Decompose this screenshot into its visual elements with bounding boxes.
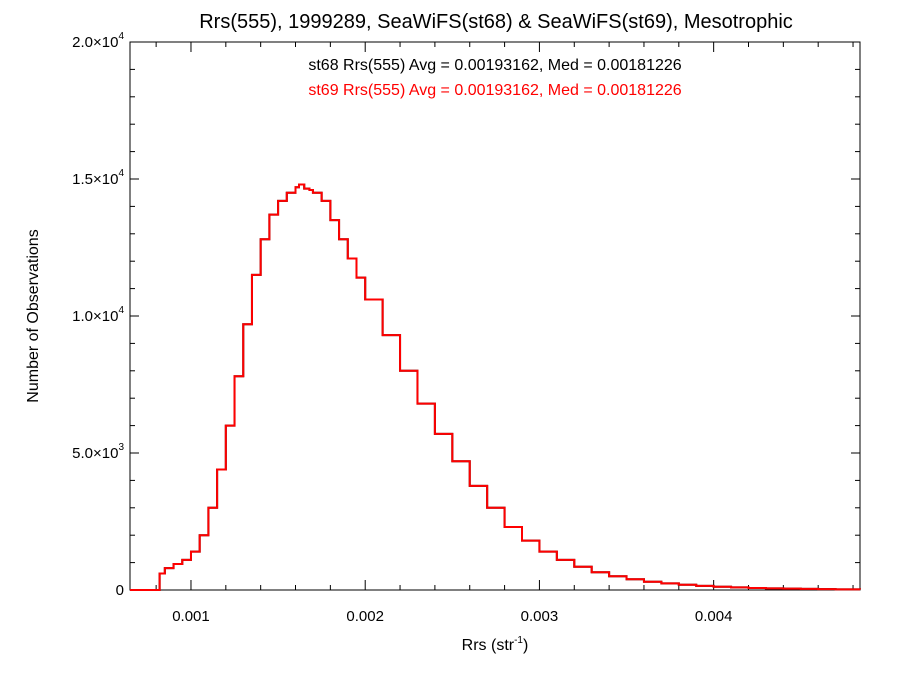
y-tick-label-exponent: 4 (118, 31, 124, 42)
x-axis-label: Rrs (str-1) (462, 635, 529, 654)
y-tick-label: 1.0×104 (72, 305, 124, 325)
y-axis-label: Number of Observations (25, 229, 42, 402)
annotation-2: st69 Rrs(555) Avg = 0.00193162, Med = 0.… (308, 82, 681, 99)
y-tick-label-exponent: 3 (118, 442, 124, 453)
y-tick-label: 1.5×104 (72, 168, 124, 188)
annotation-group: st68 Rrs(555) Avg = 0.00193162, Med = 0.… (308, 57, 681, 99)
x-axis-label-suffix: ) (523, 637, 528, 654)
series-st69-line (130, 183, 861, 591)
x-tick-label: 0.002 (346, 608, 384, 625)
x-tick-label: 0.004 (695, 608, 733, 625)
y-tick-label: 0 (116, 582, 124, 599)
y-tick-label: 2.0×104 (72, 31, 124, 51)
y-tick-label-mantissa: 5.0×10 (72, 445, 118, 462)
series-group (130, 183, 861, 591)
y-tick-label-mantissa: 0 (116, 582, 124, 599)
y-tick-label-mantissa: 1.5×10 (72, 171, 118, 188)
x-tick-label: 0.003 (521, 608, 559, 625)
x-tick-label: 0.001 (172, 608, 210, 625)
y-tick-label-mantissa: 1.0×10 (72, 308, 118, 325)
y-tick-label: 5.0×103 (72, 442, 124, 462)
y-tick-label-exponent: 4 (118, 305, 124, 316)
chart-title: Rrs(555), 1999289, SeaWiFS(st68) & SeaWi… (199, 11, 793, 33)
annotation-1: st68 Rrs(555) Avg = 0.00193162, Med = 0.… (308, 57, 681, 74)
x-axis-label-text: Rrs (str (462, 637, 515, 654)
y-tick-label-mantissa: 2.0×10 (72, 34, 118, 51)
x-axis: 0.001 0.002 0.003 0.004 (155, 42, 854, 625)
y-tick-label-exponent: 4 (118, 168, 124, 179)
x-axis-label-superscript: -1 (514, 635, 523, 646)
